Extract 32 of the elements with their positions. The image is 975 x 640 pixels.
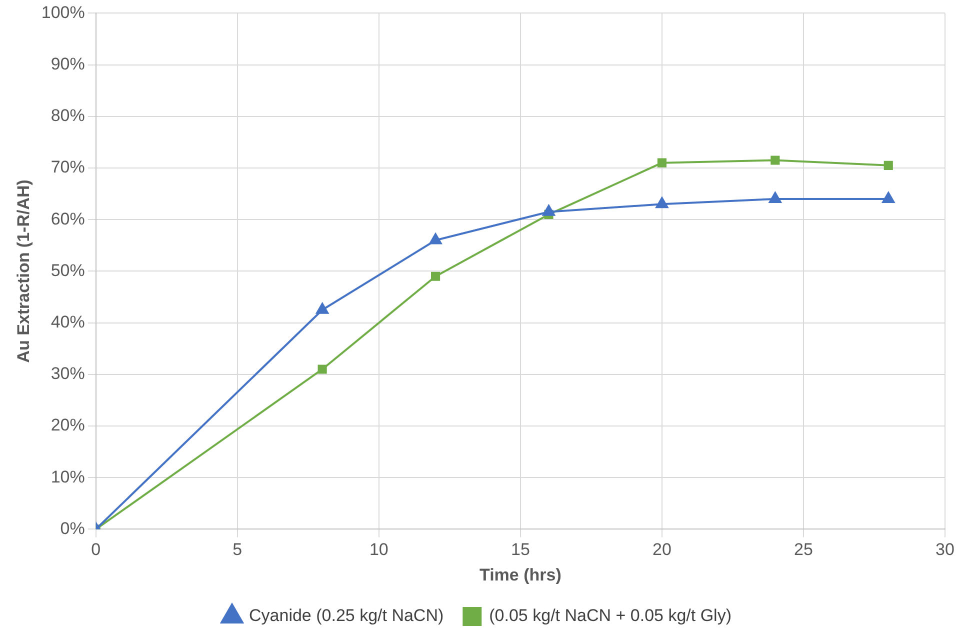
- y-tick-label: 20%: [50, 416, 85, 435]
- point: [316, 302, 329, 314]
- legend-label: Cyanide (0.25 kg/t NaCN): [249, 606, 444, 626]
- y-tick-label: 40%: [50, 312, 85, 332]
- x-tick-label: 25: [794, 540, 813, 560]
- y-tick-label: 90%: [50, 54, 85, 74]
- y-tick-label: 30%: [50, 364, 85, 384]
- y-tick-label: 80%: [50, 106, 85, 126]
- x-tick-label: 20: [652, 540, 672, 560]
- point: [430, 272, 440, 281]
- point: [884, 160, 893, 170]
- legend-label: (0.05 kg/t NaCN + 0.05 kg/t Gly): [489, 606, 732, 626]
- x-tick-label: 5: [232, 540, 242, 560]
- y-tick-label: 60%: [50, 209, 85, 228]
- point: [657, 158, 666, 168]
- point: [429, 233, 442, 244]
- x-tick-label: 30: [936, 540, 954, 560]
- y-tick-label: 50%: [50, 260, 85, 280]
- point: [768, 192, 782, 203]
- point: [656, 197, 668, 208]
- y-axis-title: Au Extraction (1-R/AH): [14, 180, 33, 363]
- y-tick-label: 70%: [50, 158, 85, 177]
- x-tick-label: 15: [510, 540, 530, 560]
- x-tick-label: 10: [369, 540, 388, 560]
- y-tick-label: 100%: [41, 2, 85, 22]
- point: [770, 156, 780, 165]
- point: [882, 192, 895, 203]
- x-axis-title: Time (hrs): [480, 565, 562, 584]
- point: [542, 204, 555, 216]
- x-tick-label: 0: [91, 540, 101, 560]
- y-tick-label: 0%: [60, 518, 85, 538]
- y-tick-label: 10%: [50, 467, 85, 486]
